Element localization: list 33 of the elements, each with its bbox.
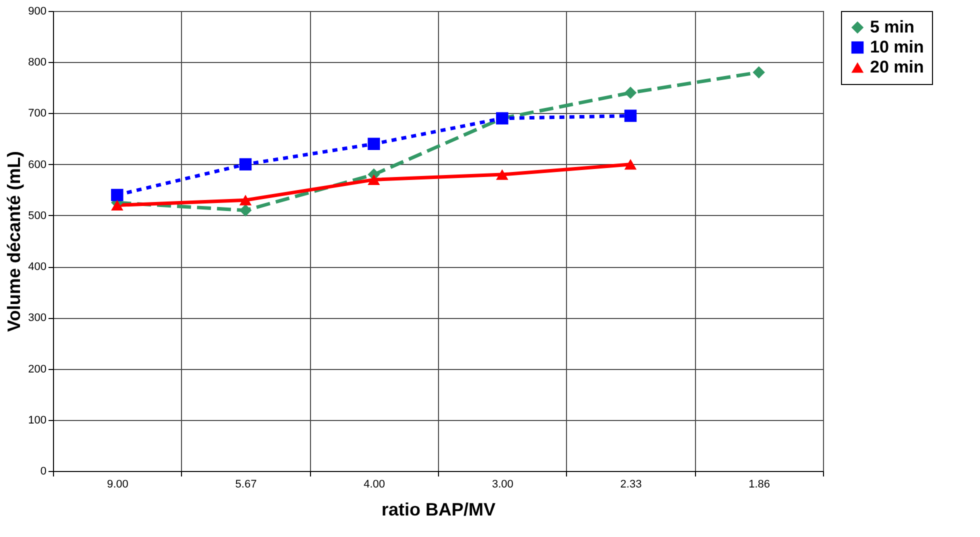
legend-label: 10 min: [870, 38, 924, 56]
legend-label: 20 min: [870, 58, 924, 76]
point: [111, 200, 124, 211]
y-tick-label: 700: [28, 108, 46, 120]
point: [752, 66, 765, 78]
x-tick-label: 4.00: [364, 478, 386, 490]
y-tick-label: 0: [40, 466, 46, 478]
point: [496, 169, 508, 180]
legend-label: 5 min: [870, 18, 914, 36]
y-tick-label: 800: [28, 56, 46, 69]
y-tick-label: 300: [28, 312, 46, 324]
point: [368, 138, 380, 150]
x-tick-label: 2.33: [620, 478, 642, 490]
y-tick-label: 900: [28, 6, 46, 18]
point: [624, 159, 637, 170]
y-tick-label: 100: [28, 414, 46, 426]
x-tick-label: 1.86: [748, 478, 770, 490]
x-tick-label: 5.67: [235, 478, 257, 490]
point: [624, 86, 637, 99]
point: [239, 158, 252, 170]
x-tick-label: 3.00: [492, 478, 514, 490]
point: [624, 110, 637, 122]
y-tick-label: 200: [28, 363, 46, 376]
point: [239, 194, 252, 206]
point: [239, 204, 252, 216]
point: [368, 174, 380, 185]
y-tick-label: 500: [28, 210, 46, 222]
point: [111, 188, 124, 202]
y-tick-label: 600: [28, 158, 46, 171]
y-tick-label: 400: [28, 261, 46, 274]
x-axis-title: ratio BAP/MV: [381, 500, 496, 520]
x-tick-label: 9.00: [106, 478, 128, 490]
y-axis-title: Volume décanté (mL): [4, 151, 24, 332]
